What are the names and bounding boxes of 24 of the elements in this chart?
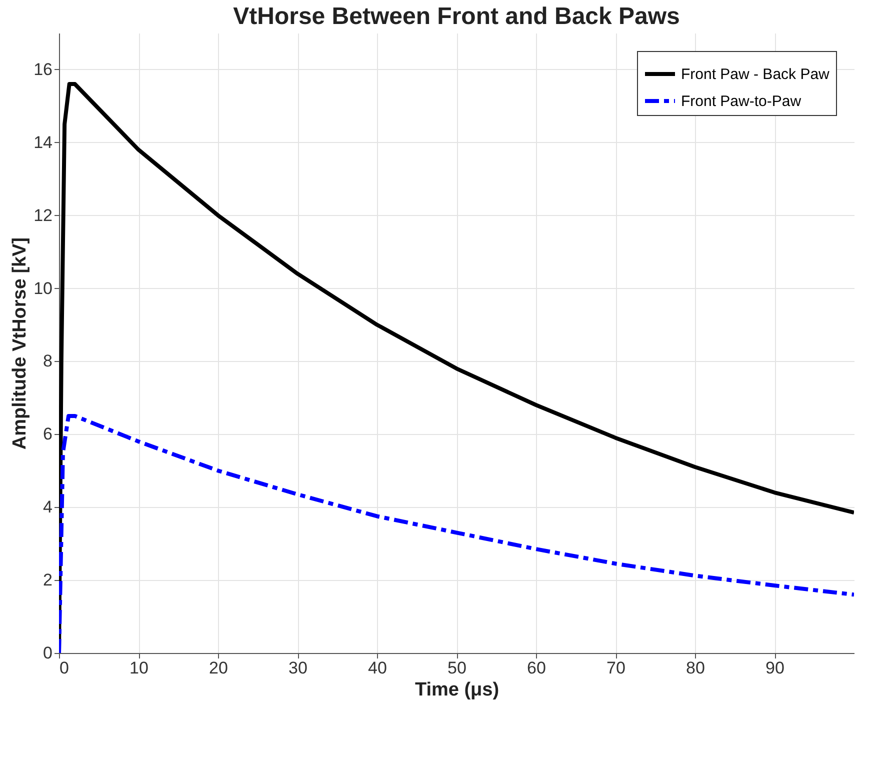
y-tick-label: 14 [34,132,52,152]
y-tick-label: 8 [43,352,52,371]
x-tick-label: 20 [209,658,228,678]
x-tick-label: 50 [448,658,466,678]
x-tick-label: 40 [368,658,387,678]
y-tick-label: 4 [43,498,52,517]
y-tick-label: 6 [43,424,52,444]
y-tick-label: 0 [43,644,52,662]
x-tick-label: 10 [130,658,148,678]
y-tick-label: 16 [34,60,52,79]
x-tick-label: 90 [766,658,784,678]
y-tick-label: 10 [34,278,52,298]
x-tick-label: 30 [288,658,308,678]
y-tick-label: 12 [34,206,52,225]
x-tick-label: 60 [527,658,546,678]
x-tick-label: 70 [606,658,626,678]
x-axis-title: Time (μs) [414,680,500,700]
legend-label: Front Paw - Back Paw [681,66,830,83]
x-tick-label: 0 [60,658,69,678]
legend-label: Front Paw-to-Paw [681,93,802,110]
chart-title: VtHorse Between Front and Back Paws [233,3,680,30]
y-axis-title: Amplitude VtHorse [kV] [10,237,31,450]
x-tick-label: 80 [686,658,705,678]
y-tick-label: 2 [43,570,52,590]
